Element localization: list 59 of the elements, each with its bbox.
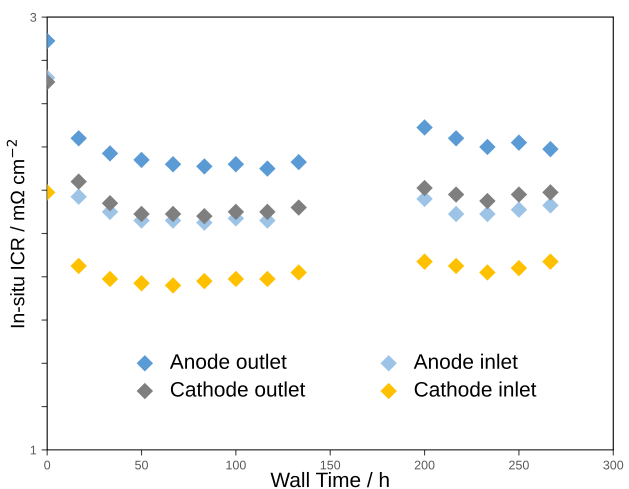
point [290, 199, 307, 216]
point [510, 201, 528, 218]
point [259, 270, 276, 288]
legend-label: Cathode outlet [170, 381, 306, 397]
point [290, 154, 307, 170]
x-tick-label: 250 [509, 460, 529, 470]
point [259, 204, 276, 220]
point [542, 197, 559, 214]
point [133, 152, 150, 168]
y-axis-title: In-situ ICR / mΩ cm$^{−2}$ [6, 140, 24, 328]
point [196, 272, 213, 290]
point [70, 130, 87, 147]
point [164, 277, 182, 294]
y-tick-label: 3 [30, 12, 36, 22]
legend-label: Cathode inlet [414, 381, 536, 397]
point [448, 206, 464, 222]
point [102, 145, 118, 162]
point [70, 188, 87, 205]
point [448, 258, 464, 274]
point [290, 264, 307, 281]
point [416, 180, 433, 196]
point [70, 258, 87, 274]
point [479, 264, 496, 281]
point [542, 184, 559, 201]
point [102, 270, 118, 288]
point [228, 156, 244, 172]
point [416, 253, 433, 270]
point [133, 275, 150, 292]
point [196, 158, 213, 175]
point [542, 253, 559, 270]
x-tick-label: 0 [44, 460, 50, 470]
point [510, 260, 528, 276]
point [416, 119, 433, 136]
point [70, 173, 87, 190]
point [228, 270, 244, 288]
x-tick-label: 50 [135, 460, 148, 470]
x-tick-label: 100 [226, 460, 246, 470]
point [259, 160, 276, 177]
point [448, 130, 464, 147]
point [542, 140, 559, 158]
point [164, 156, 182, 172]
x-tick-label: 150 [320, 460, 340, 470]
point [479, 138, 496, 156]
point [133, 206, 150, 222]
legend-label: Anode inlet [414, 354, 518, 369]
point [479, 192, 496, 210]
point [102, 194, 118, 212]
point [228, 204, 244, 220]
point [448, 186, 464, 203]
x-axis-title: Wall Time / h [270, 472, 389, 488]
point [510, 186, 528, 203]
point [196, 208, 213, 224]
x-tick-label: 200 [414, 460, 435, 470]
point [479, 206, 496, 222]
x-tick-label: 300 [603, 460, 624, 470]
legend-label: Anode outlet [170, 354, 287, 369]
y-tick-label: 1 [30, 446, 36, 454]
point [510, 134, 528, 151]
point [164, 206, 182, 222]
